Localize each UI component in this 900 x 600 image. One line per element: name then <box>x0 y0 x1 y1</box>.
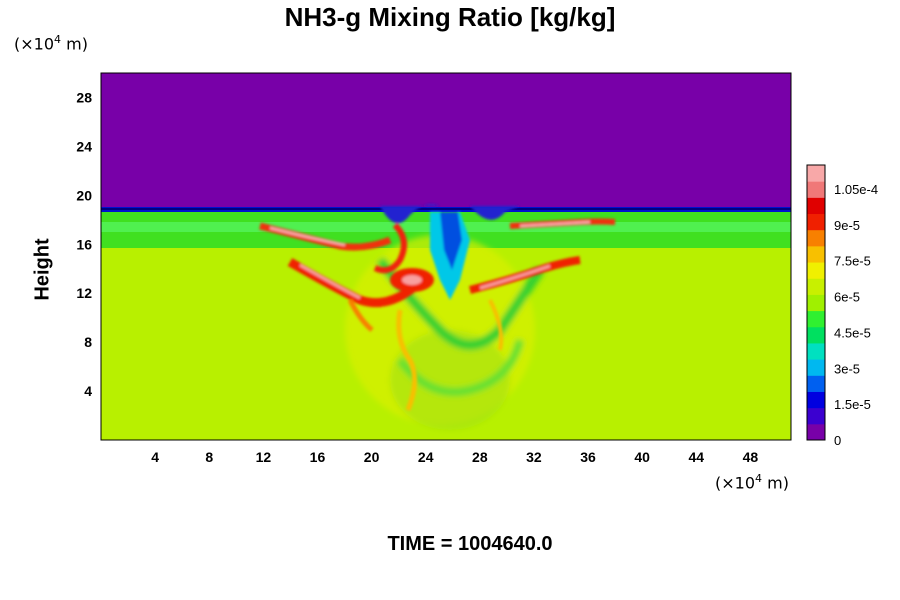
left-upper-pink <box>269 226 346 247</box>
colorbar-ticks: 0 1.5e-5 3e-5 4.5e-5 6e-5 7.5e-5 9e-5 1.05e-4 <box>834 182 878 448</box>
y-tick-label: 4 <box>84 383 92 399</box>
y-tick-label: 12 <box>76 285 92 301</box>
colorbar-tick-label: 3e-5 <box>834 361 860 376</box>
colorbar-tick-label: 1.5e-5 <box>834 397 871 412</box>
x-tick-label: 44 <box>689 449 705 465</box>
y-axis-ticks: 4 8 12 16 20 24 28 <box>76 89 92 399</box>
right-upper-pink <box>519 220 591 228</box>
central-dip-2 <box>470 206 520 220</box>
colorbar-segment <box>807 359 825 376</box>
inner-pink-blob <box>402 275 422 285</box>
plume-green-arc-2 <box>396 338 524 396</box>
plot-frame <box>100 72 792 441</box>
colorbar-tick-label: 1.05e-4 <box>834 182 878 197</box>
colorbar-segment <box>807 197 825 215</box>
colorbar-segment <box>807 342 825 360</box>
x-tick-label: 24 <box>418 449 434 465</box>
right-wing-pink <box>479 264 551 290</box>
y-tick-label: 20 <box>76 187 92 203</box>
left-wing-pink <box>299 263 361 300</box>
y-tick-label: 24 <box>76 138 92 154</box>
x-tick-label: 28 <box>472 449 488 465</box>
colorbar-segment <box>807 391 825 409</box>
left-curl <box>373 222 407 274</box>
time-label: TIME = 1004640.0 <box>387 533 553 555</box>
x-axis-ticks: 4 8 12 16 20 24 28 32 36 40 44 48 <box>151 449 758 465</box>
x-tick-label: 4 <box>151 449 159 465</box>
colorbar-tick-label: 4.5e-5 <box>834 325 871 340</box>
orange-streak-1 <box>347 298 374 332</box>
x-tick-label: 40 <box>634 449 650 465</box>
left-wing <box>287 258 424 308</box>
colorbar-segment <box>807 294 825 312</box>
colorbar-segment <box>807 407 825 425</box>
y-tick-label: 16 <box>76 236 92 252</box>
colorbar-segment <box>807 181 825 198</box>
colorbar-tick-label: 0 <box>834 433 841 448</box>
central-dip <box>380 204 440 224</box>
colorbar-segment <box>807 375 825 392</box>
plot-area <box>101 73 791 440</box>
colorbar-segment <box>807 278 825 295</box>
colorbar-tick-label: 6e-5 <box>834 290 860 305</box>
colorbar-segment <box>807 229 825 247</box>
colorbar-segment <box>807 213 825 231</box>
x-tick-label: 16 <box>310 449 326 465</box>
x-tick-label: 20 <box>364 449 380 465</box>
colorbar <box>806 164 826 441</box>
plume-lower-swirl <box>390 330 510 430</box>
orange-streak-2 <box>396 309 417 411</box>
x-axis-unit: (×104 m) <box>715 472 789 493</box>
chart-title: NH3-g Mixing Ratio [kg/kg] <box>284 2 616 32</box>
colorbar-tick-label: 9e-5 <box>834 218 860 233</box>
colorbar-segment <box>807 262 825 279</box>
region-transition-dark <box>101 208 791 210</box>
x-tick-label: 36 <box>580 449 596 465</box>
y-axis-unit: (×104 m) <box>14 33 88 54</box>
x-tick-label: 48 <box>743 449 759 465</box>
region-upper-layer <box>101 73 791 207</box>
colorbar-tick-label: 7.5e-5 <box>834 254 871 269</box>
colorbar-segment <box>807 326 825 344</box>
y-tick-label: 8 <box>84 334 92 350</box>
central-column-core <box>440 212 462 270</box>
colorbar-segment <box>807 245 825 263</box>
x-tick-label: 12 <box>256 449 272 465</box>
y-tick-label: 28 <box>76 89 92 105</box>
colorbar-frame <box>806 164 826 441</box>
colorbar-segment <box>807 310 825 328</box>
x-tick-label: 8 <box>205 449 213 465</box>
x-tick-label: 32 <box>526 449 542 465</box>
orange-streak-3 <box>488 299 504 351</box>
colorbar-segment <box>807 423 825 441</box>
colorbar-segment <box>807 165 825 182</box>
